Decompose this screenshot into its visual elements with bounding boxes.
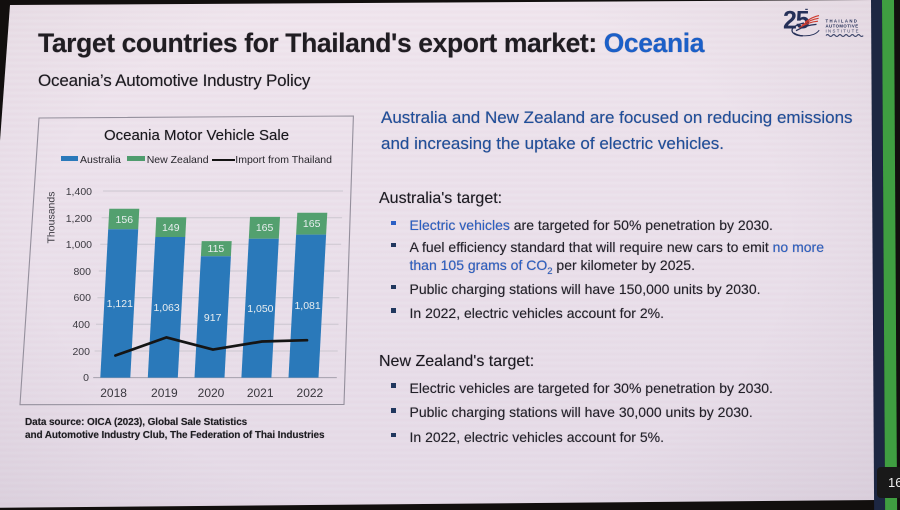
svg-text:INSTITUTE: INSTITUTE <box>826 28 860 33</box>
svg-text:THAILAND: THAILAND <box>826 18 859 23</box>
svg-text:AUTOMOTIVE: AUTOMOTIVE <box>826 23 859 28</box>
